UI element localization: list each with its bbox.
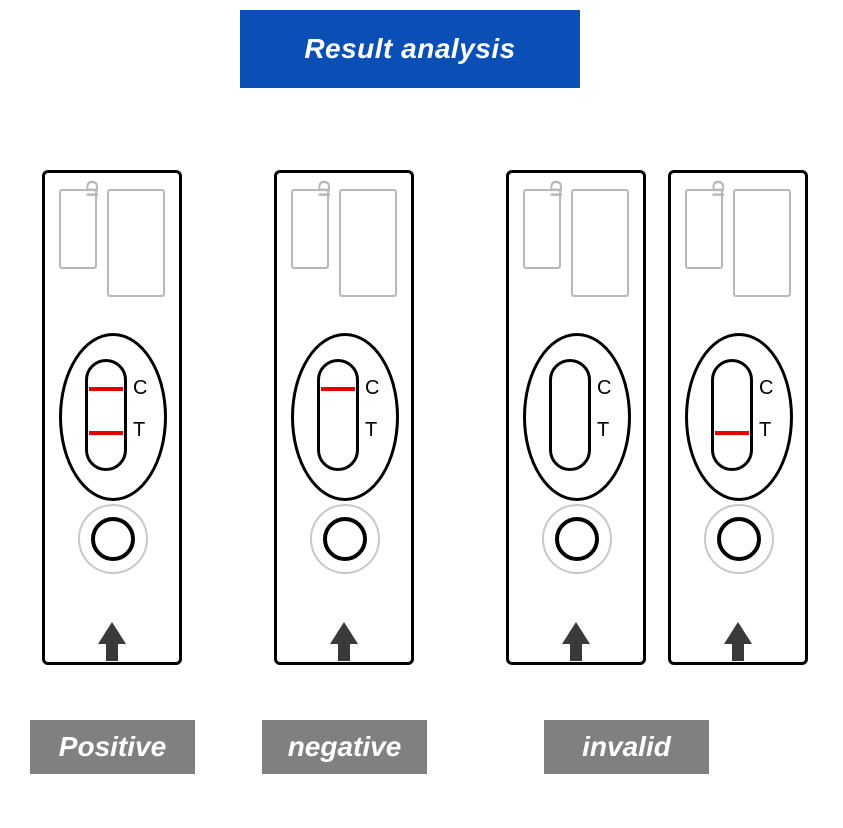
sample-well-inner	[555, 517, 599, 561]
test-line	[715, 431, 749, 435]
arrow-up-icon	[330, 622, 358, 644]
top-right-box	[733, 189, 791, 297]
result-label-invalid: invalid	[544, 720, 709, 774]
id-label-text: ID	[709, 180, 729, 197]
test-cassette-1: ID CT	[42, 170, 182, 665]
id-label-box: ID	[523, 189, 561, 269]
arrow-up-icon	[724, 622, 752, 644]
title-banner: Result analysis	[240, 10, 580, 88]
test-marker: T	[597, 419, 609, 442]
top-right-box	[571, 189, 629, 297]
arrow-up-icon	[98, 622, 126, 644]
result-window	[711, 359, 753, 471]
result-label-negative: negative	[262, 720, 427, 774]
id-label-box: ID	[685, 189, 723, 269]
test-marker: T	[365, 419, 377, 442]
top-right-box	[339, 189, 397, 297]
control-marker: C	[133, 377, 147, 400]
test-marker: T	[133, 419, 145, 442]
test-line	[89, 431, 123, 435]
id-label-text: ID	[547, 180, 567, 197]
test-cassette-3: ID CT	[506, 170, 646, 665]
test-cassette-4: ID CT	[668, 170, 808, 665]
sample-well-inner	[717, 517, 761, 561]
control-line	[89, 387, 123, 391]
control-marker: C	[759, 377, 773, 400]
id-label-text: ID	[83, 180, 103, 197]
sample-well-inner	[91, 517, 135, 561]
sample-well-inner	[323, 517, 367, 561]
control-marker: C	[597, 377, 611, 400]
test-marker: T	[759, 419, 771, 442]
top-right-box	[107, 189, 165, 297]
result-window	[549, 359, 591, 471]
control-line	[321, 387, 355, 391]
result-label-positive: Positive	[30, 720, 195, 774]
control-marker: C	[365, 377, 379, 400]
id-label-text: ID	[315, 180, 335, 197]
result-window	[85, 359, 127, 471]
result-window	[317, 359, 359, 471]
test-cassette-2: ID CT	[274, 170, 414, 665]
arrow-up-icon	[562, 622, 590, 644]
id-label-box: ID	[59, 189, 97, 269]
id-label-box: ID	[291, 189, 329, 269]
